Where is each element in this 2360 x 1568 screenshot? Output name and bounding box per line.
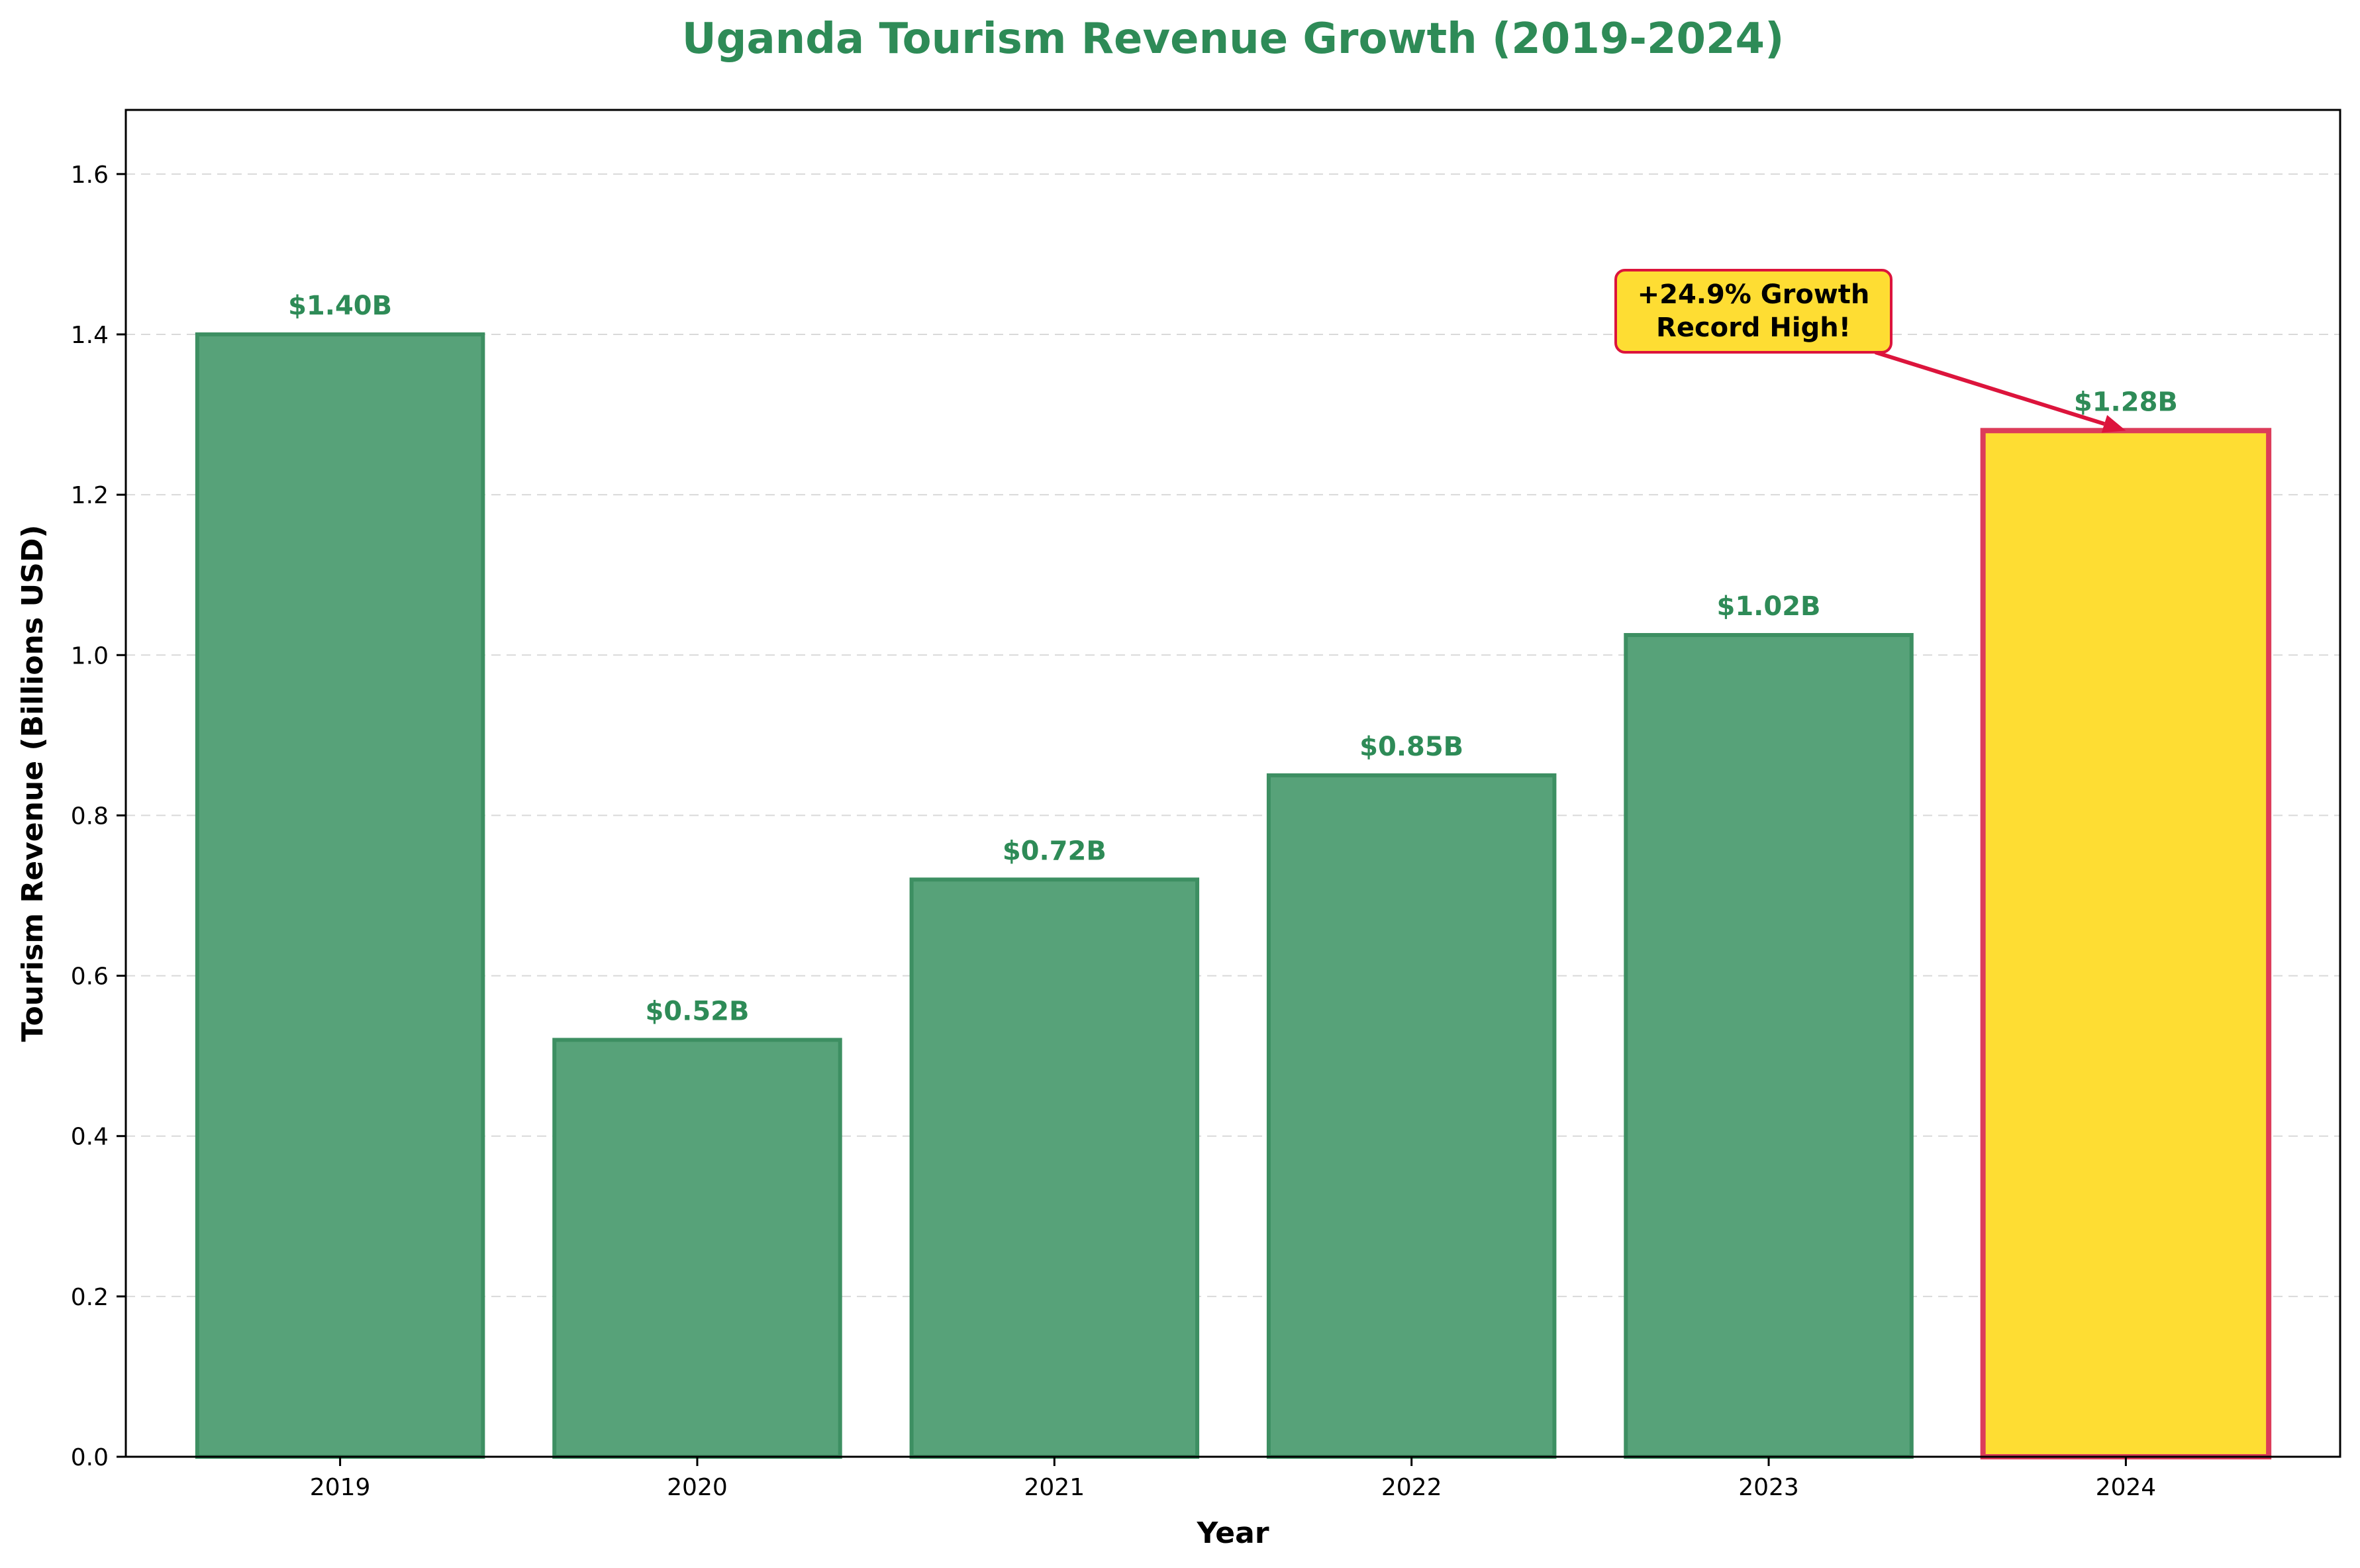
y-tick-label: 0.2 xyxy=(71,1284,109,1311)
bars xyxy=(195,332,2272,1459)
data-labels: $1.40B $0.52B $0.72B $0.85B $1.02B $1.28B xyxy=(288,291,2178,1026)
annotation-line-2: Record High! xyxy=(1656,313,1851,343)
y-tick-label: 1.6 xyxy=(71,162,109,189)
x-tick-label: 2022 xyxy=(1381,1474,1442,1501)
y-tick-label: 0.4 xyxy=(71,1124,109,1151)
y-tick-label: 0.0 xyxy=(71,1444,109,1471)
y-tick-label: 1.4 xyxy=(71,322,109,349)
x-axis-ticks: 2019 2020 2021 2022 2023 2024 xyxy=(310,1457,2156,1501)
data-label: $1.02B xyxy=(1717,591,1821,622)
annotation-arrowhead xyxy=(2101,415,2126,433)
y-tick-label: 1.2 xyxy=(71,482,109,509)
data-label: $1.28B xyxy=(2074,387,2178,417)
x-tick-label: 2020 xyxy=(667,1474,728,1501)
annotation-box xyxy=(1614,269,1893,354)
bar-2019 xyxy=(195,332,485,1459)
data-label: $0.85B xyxy=(1359,732,1463,762)
data-label: $1.40B xyxy=(288,291,392,321)
gridlines xyxy=(126,173,2340,1297)
y-axis-label: Tourism Revenue (Billions USD) xyxy=(16,525,50,1042)
data-label: $0.72B xyxy=(1003,836,1106,866)
bar-2022 xyxy=(1266,773,1557,1459)
x-axis-label: Year xyxy=(1196,1516,1269,1550)
x-tick-label: 2023 xyxy=(1738,1474,1799,1501)
bar-2023 xyxy=(1624,633,1914,1459)
y-axis-ticks: 0.0 0.2 0.4 0.6 0.8 1.0 1.2 1.4 1.6 xyxy=(71,162,126,1471)
bar-2024 xyxy=(1980,428,2272,1459)
plot-frame xyxy=(124,109,2341,1458)
x-tick-label: 2019 xyxy=(310,1474,371,1501)
y-tick-label: 0.8 xyxy=(71,803,109,830)
x-tick-label: 2021 xyxy=(1024,1474,1085,1501)
chart-title: Uganda Tourism Revenue Growth (2019-2024… xyxy=(682,15,1785,64)
bar-2021 xyxy=(909,877,1200,1459)
annotation-line-1: +24.9% Growth xyxy=(1638,279,1870,310)
bar-2020 xyxy=(552,1038,842,1459)
data-label: $0.52B xyxy=(645,996,749,1026)
growth-annotation: +24.9% Growth Record High! xyxy=(1614,269,2126,433)
x-tick-label: 2024 xyxy=(2096,1474,2157,1501)
y-tick-label: 0.6 xyxy=(71,963,109,991)
annotation-arrow xyxy=(1875,350,2105,426)
y-tick-label: 1.0 xyxy=(71,642,109,669)
